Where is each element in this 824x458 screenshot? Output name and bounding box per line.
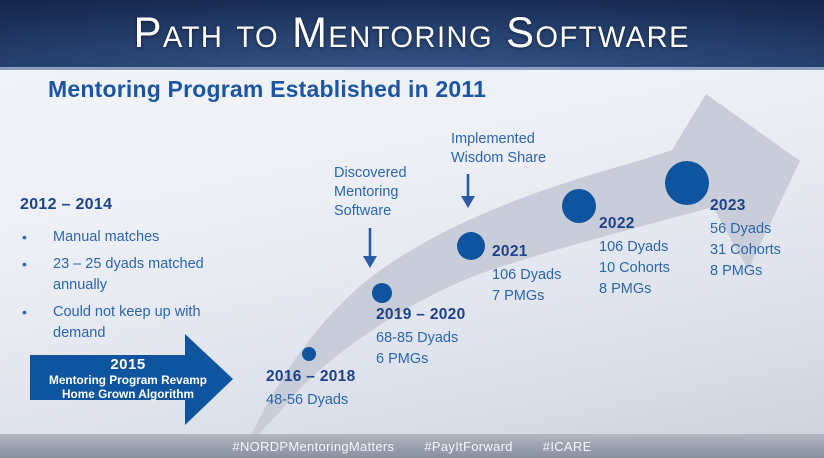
milestone-stat: 56 Dyads	[710, 221, 772, 237]
milestone-stat: 31 Cohorts	[710, 242, 781, 258]
milestone-2016-2018: 2016 – 2018 48-56 Dyads	[266, 368, 356, 411]
milestone-year: 2023	[710, 197, 746, 214]
milestone-stat: 106 Dyads	[599, 239, 669, 255]
milestone-stat: 10 Cohorts	[599, 260, 670, 276]
subtitle: Mentoring Program Established in 2011	[48, 76, 487, 102]
milestone-stat: 48-56 Dyads	[266, 392, 349, 408]
page-title: Path to Mentoring Software	[133, 9, 691, 57]
milestone-dot-2016	[302, 347, 316, 361]
milestone-stat: 6 PMGs	[376, 351, 429, 367]
era-bullet-list: Manual matches 23 – 25 dyads matched ann…	[20, 227, 232, 344]
milestone-stat: 7 PMGs	[492, 288, 545, 304]
era-heading: 2012 – 2014	[20, 196, 113, 213]
milestone-year: 2022	[599, 215, 635, 232]
hashtag: #ICARE	[542, 438, 592, 454]
milestone-2021: 2021 106 Dyads 7 PMGs	[492, 243, 561, 307]
arrow-2015-shape	[30, 334, 233, 425]
milestone-year: 2016 – 2018	[266, 368, 356, 385]
milestone-stat: 8 PMGs	[599, 281, 652, 297]
footer-bar: #NORDPMentoringMatters #PayItForward #IC…	[0, 434, 824, 458]
era-2012-2014-panel: 2012 – 2014 Manual matches 23 – 25 dyads…	[20, 196, 232, 350]
milestone-dot-2022	[562, 189, 596, 223]
down-arrow-icon	[363, 228, 377, 268]
era-bullet-item: Could not keep up with demand	[20, 302, 232, 344]
milestone-2019-2020: 2019 – 2020 68-85 Dyads 6 PMGs	[376, 306, 466, 370]
hashtag: #NORDPMentoringMatters	[232, 438, 395, 454]
down-arrow-icon	[461, 174, 475, 208]
header-bar: Path to Mentoring Software	[0, 0, 824, 70]
milestone-year: 2021	[492, 243, 528, 260]
milestone-2023: 2023 56 Dyads 31 Cohorts 8 PMGs	[710, 197, 781, 282]
annotation-discovered-software: Discovered Mentoring Software	[334, 165, 407, 219]
milestone-dot-2023	[665, 161, 709, 205]
arrow-2015-line1: Mentoring Program Revamp	[49, 373, 207, 387]
milestone-2022: 2022 106 Dyads 10 Cohorts 8 PMGs	[599, 215, 670, 300]
milestone-dot-2019	[372, 283, 392, 303]
era-bullet-item: Manual matches	[20, 227, 232, 248]
era-bullet-item: 23 – 25 dyads matched annually	[20, 254, 232, 296]
milestone-stat: 106 Dyads	[492, 267, 562, 283]
arrow-2015-year: 2015	[110, 356, 146, 373]
milestone-dot-2021	[457, 232, 485, 260]
arrow-2015-line2: Home Grown Algorithm	[62, 387, 194, 402]
swoosh-arrow-shape	[244, 94, 800, 450]
hashtag: #PayItForward	[424, 438, 513, 454]
milestone-stat: 8 PMGs	[710, 263, 763, 279]
milestone-stat: 68-85 Dyads	[376, 330, 459, 346]
annotation-wisdom-share: Implemented Wisdom Share	[451, 131, 547, 166]
arrow-2015-label: 2015 Mentoring Program Revamp Home Grown…	[32, 356, 224, 402]
milestone-year: 2019 – 2020	[376, 306, 466, 323]
